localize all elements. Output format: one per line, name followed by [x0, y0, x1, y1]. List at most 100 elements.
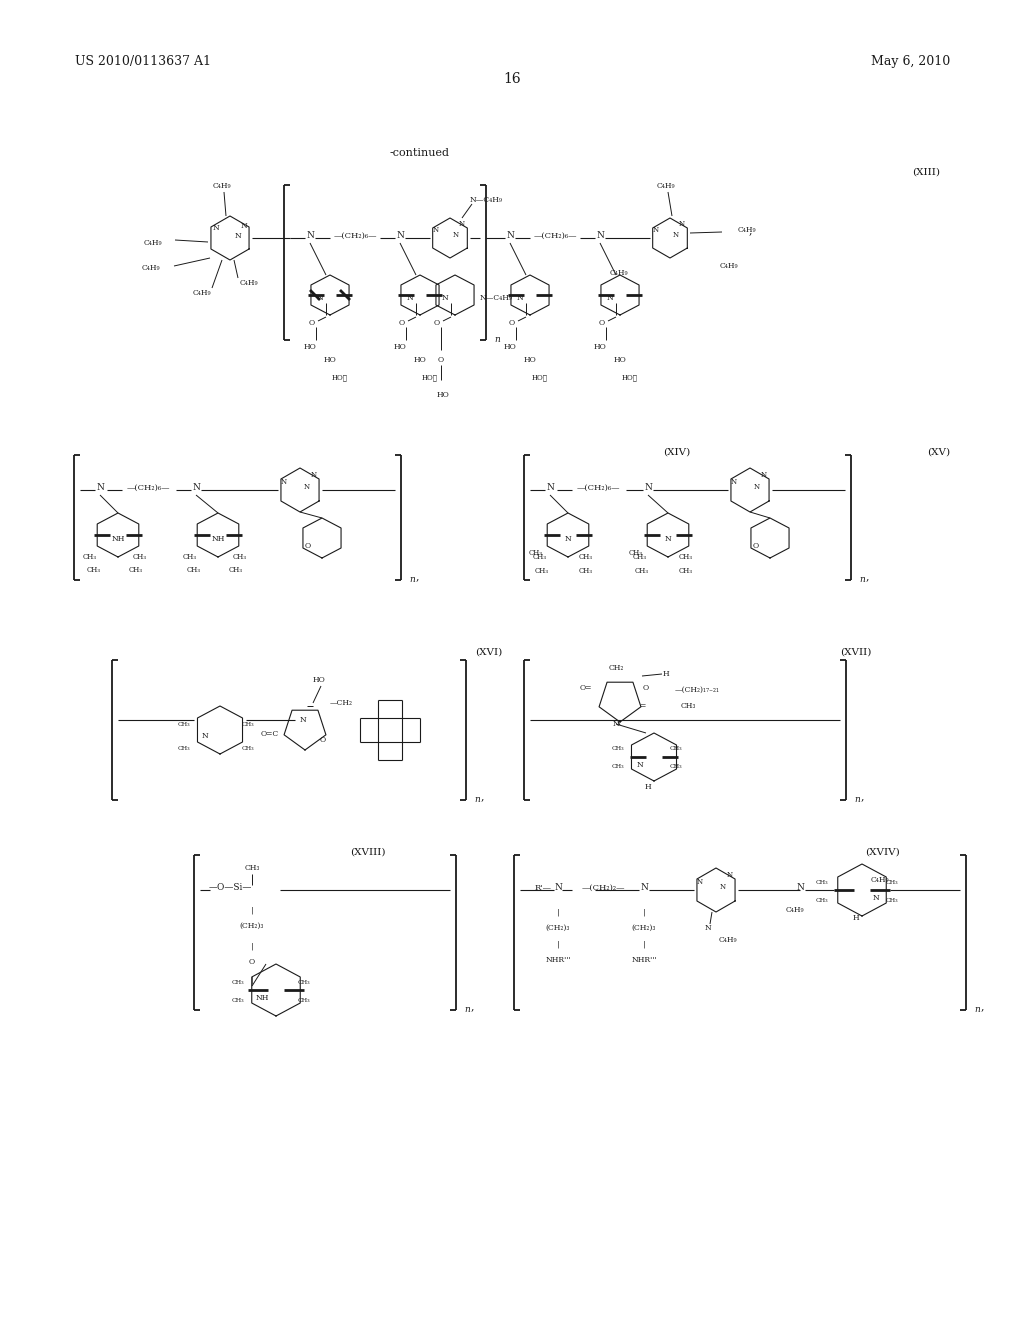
Text: C₄H₉: C₄H₉ — [143, 239, 162, 247]
Text: HO: HO — [414, 356, 426, 364]
Text: ,: , — [416, 572, 419, 581]
Text: N: N — [316, 294, 324, 302]
Text: NH: NH — [211, 535, 224, 543]
Text: O=: O= — [580, 684, 592, 692]
Text: HO⌒: HO⌒ — [622, 374, 638, 381]
Text: N: N — [640, 883, 648, 892]
Text: HO⌒: HO⌒ — [422, 374, 438, 381]
Text: 16: 16 — [503, 73, 521, 86]
Text: N: N — [653, 226, 659, 234]
Text: CH₃: CH₃ — [629, 549, 643, 557]
Text: N: N — [306, 231, 314, 240]
Text: N: N — [453, 231, 459, 239]
Text: May 6, 2010: May 6, 2010 — [870, 55, 950, 69]
Text: —(CH₂)₆—: —(CH₂)₆— — [577, 484, 620, 492]
Text: |: | — [251, 942, 253, 950]
Text: O: O — [434, 319, 440, 327]
Text: HO⌒: HO⌒ — [532, 374, 548, 381]
Text: O: O — [319, 737, 326, 744]
Text: (XVI): (XVI) — [475, 648, 502, 657]
Text: N: N — [727, 871, 733, 879]
Text: NH: NH — [112, 535, 125, 543]
Text: (CH₂)₃: (CH₂)₃ — [632, 924, 656, 932]
Text: HO: HO — [503, 343, 516, 351]
Text: CH₃: CH₃ — [670, 747, 682, 751]
Text: HO: HO — [613, 356, 627, 364]
Text: ,: , — [749, 224, 752, 235]
Text: N: N — [241, 222, 248, 230]
Text: C₄H₉: C₄H₉ — [141, 264, 160, 272]
Text: C₄H₉: C₄H₉ — [240, 279, 259, 286]
Text: N: N — [705, 924, 712, 932]
Text: |: | — [557, 941, 559, 949]
Text: O=C: O=C — [261, 730, 279, 738]
Text: CH₃: CH₃ — [242, 746, 254, 751]
Text: —(CH₂)₆—: —(CH₂)₆— — [534, 232, 577, 240]
Text: CH₃: CH₃ — [129, 566, 143, 574]
Text: CH₃: CH₃ — [635, 568, 649, 576]
Text: CH₃: CH₃ — [816, 898, 828, 903]
Text: N: N — [679, 220, 685, 228]
Text: N: N — [96, 483, 104, 492]
Text: -continued: -continued — [390, 148, 450, 158]
Text: CH₃: CH₃ — [133, 553, 147, 561]
Text: (XVIII): (XVIII) — [350, 847, 385, 857]
Text: |: | — [557, 908, 559, 916]
Text: CH₃: CH₃ — [611, 747, 625, 751]
Text: HO: HO — [523, 356, 537, 364]
Text: CH₃: CH₃ — [233, 553, 247, 561]
Text: —O—Si—: —O—Si— — [208, 883, 252, 892]
Text: ,: , — [980, 1001, 984, 1011]
Text: C₄H₉: C₄H₉ — [656, 182, 675, 190]
Text: NH: NH — [255, 994, 268, 1002]
Text: CH₃: CH₃ — [245, 865, 260, 873]
Text: CH₃: CH₃ — [298, 979, 310, 985]
Text: CH₃: CH₃ — [83, 553, 97, 561]
Text: N: N — [396, 231, 403, 240]
Text: CH₃: CH₃ — [178, 746, 190, 751]
Text: H: H — [853, 913, 859, 921]
Text: CH₃: CH₃ — [611, 764, 625, 770]
Text: |: | — [251, 906, 253, 913]
Text: CH₃: CH₃ — [178, 722, 190, 726]
Text: N: N — [731, 478, 737, 486]
Text: C₄H₉: C₄H₉ — [870, 876, 889, 884]
Text: CH₃: CH₃ — [579, 568, 593, 576]
Text: N—C₄H₉: N—C₄H₉ — [470, 195, 503, 205]
Text: C₄H₉: C₄H₉ — [785, 906, 804, 913]
Text: CH₃: CH₃ — [886, 879, 898, 884]
Text: C₄H₉: C₄H₉ — [738, 226, 757, 234]
Text: CH₃: CH₃ — [183, 553, 197, 561]
Text: N: N — [433, 226, 439, 234]
Text: N: N — [754, 483, 760, 491]
Text: n: n — [474, 796, 480, 804]
Text: O: O — [643, 684, 649, 692]
Text: N: N — [697, 878, 703, 886]
Text: n: n — [409, 576, 415, 585]
Text: =: = — [639, 702, 645, 710]
Text: N: N — [596, 231, 604, 240]
Text: CH₃: CH₃ — [535, 568, 549, 576]
Text: (CH₂)₃: (CH₂)₃ — [240, 921, 264, 931]
Text: HO: HO — [324, 356, 336, 364]
Text: O: O — [599, 319, 605, 327]
Text: N: N — [311, 471, 317, 479]
Text: CH₃: CH₃ — [242, 722, 254, 726]
Text: N: N — [506, 231, 514, 240]
Text: ,: , — [470, 1001, 474, 1011]
Text: N: N — [546, 483, 554, 492]
Text: n: n — [859, 576, 864, 585]
Text: N: N — [213, 224, 219, 232]
Text: CH₃: CH₃ — [187, 566, 201, 574]
Text: N: N — [720, 883, 726, 891]
Text: CH₃: CH₃ — [87, 566, 101, 574]
Text: —(CH₂)₂—: —(CH₂)₂— — [582, 884, 625, 892]
Text: HO⌒: HO⌒ — [332, 374, 348, 381]
Text: CH₃: CH₃ — [229, 566, 243, 574]
Text: N: N — [606, 294, 613, 302]
Text: N: N — [665, 535, 672, 543]
Text: CH₃: CH₃ — [886, 898, 898, 903]
Text: O: O — [309, 319, 315, 327]
Text: N: N — [612, 719, 620, 729]
Text: O: O — [249, 958, 255, 966]
